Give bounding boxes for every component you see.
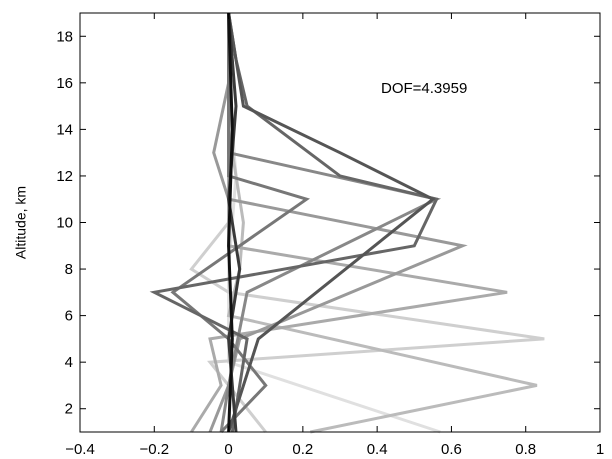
series-line-11 [227, 12, 234, 433]
y-tick-label: 12 [56, 168, 73, 185]
series-line-1 [227, 13, 441, 434]
y-tick-label: 18 [56, 28, 73, 45]
x-tick-label: 1 [596, 441, 604, 458]
series-line-9 [227, 12, 436, 433]
y-tick-label: 8 [65, 261, 73, 278]
dof-annotation: DOF=4.3959 [381, 80, 467, 97]
x-tick-label: −0.2 [139, 441, 169, 458]
y-tick-label: 4 [65, 354, 73, 371]
x-tick-label: 0 [224, 441, 232, 458]
y-tick-label: 2 [65, 401, 73, 418]
x-tick-label: −0.4 [65, 441, 95, 458]
x-tick-label: 0.4 [367, 441, 388, 458]
y-axis-label: Altitude, km [13, 186, 29, 259]
y-tick-label: 16 [56, 75, 73, 92]
y-tick-label: 14 [56, 121, 73, 138]
x-tick-label: 0.6 [441, 441, 462, 458]
series-layer [149, 12, 545, 434]
series-line-10 [227, 12, 242, 433]
y-tick-label: 6 [65, 308, 73, 325]
y-tick-label: 10 [56, 215, 73, 232]
series-line-8 [149, 12, 439, 433]
x-tick-label: 0.2 [292, 441, 313, 458]
x-tick-label: 0.8 [515, 441, 536, 458]
series-line-7 [170, 13, 311, 434]
